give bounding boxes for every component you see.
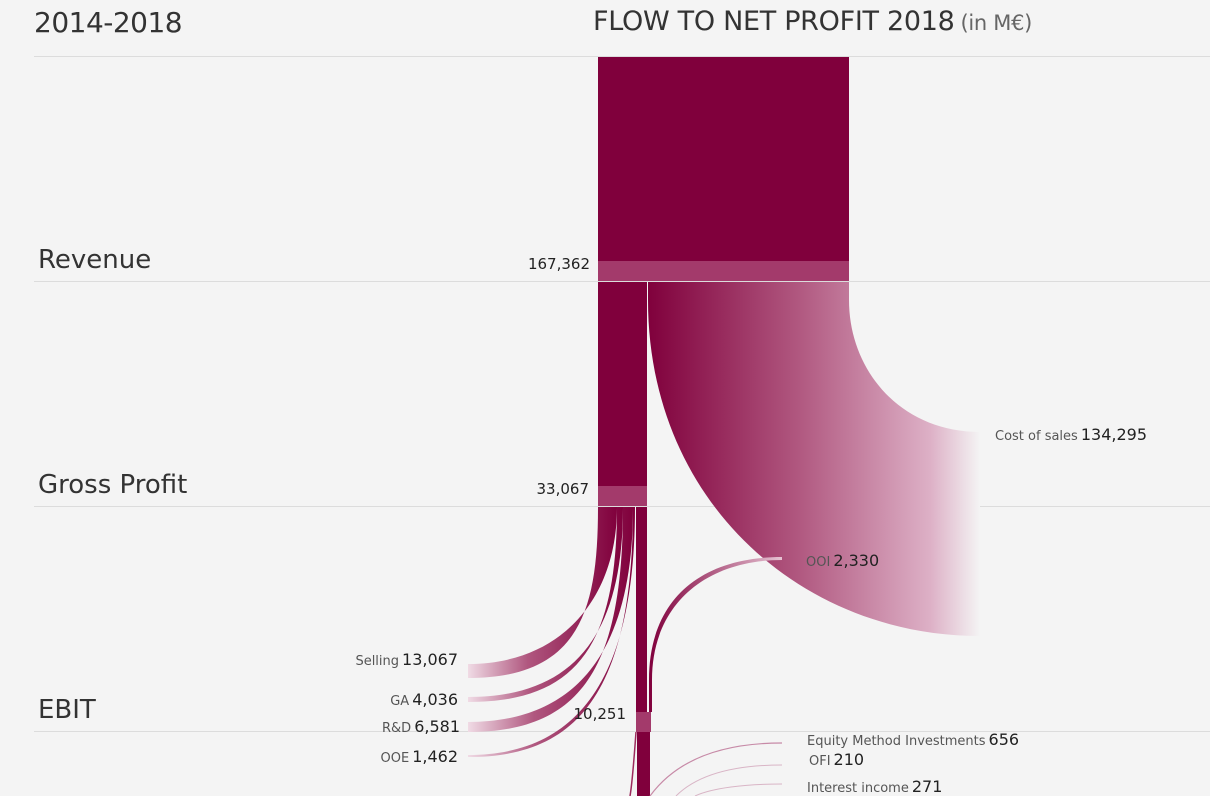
gross-profit-stem [598,282,647,486]
selling-flow [468,507,617,678]
level-gross-profit: Gross Profit [38,470,188,500]
cost-of-sales-name: Cost of sales [995,429,1078,444]
revenue-band [598,261,849,281]
cost-of-sales-value: 134,295 [1080,425,1147,444]
gross-profit-value: 33,067 [536,480,590,498]
equity-value: 656 [988,730,1020,749]
ofi-value: 210 [833,750,865,769]
ga-flow [468,507,623,702]
equity-label: Equity Method Investments 656 [807,730,1019,749]
ebit-band [636,712,651,732]
interest-value: 271 [911,777,943,796]
chart-title-text: FLOW TO NET PROFIT 2018 [593,6,955,37]
rd-name: R&D [382,721,412,736]
rd-value: 6,581 [414,717,460,736]
interest-label: Interest income 271 [807,777,942,796]
ooe-value: 1,462 [412,747,458,766]
ooi-flow [649,557,782,712]
ebit-stem [636,507,647,712]
equity-flow [649,742,783,796]
ga-name: GA [390,694,410,709]
cost-of-sales-flow [648,282,980,636]
cost-of-sales-label: Cost of sales 134,295 [995,425,1147,444]
ga-value: 4,036 [412,690,458,709]
interest-name: Interest income [807,781,909,796]
ooi-value: 2,330 [833,551,880,570]
level-ebit: EBIT [38,695,96,725]
equity-name: Equity Method Investments [807,734,986,749]
rd-label: R&D 6,581 [382,717,460,736]
ooe-label: OOE 1,462 [381,747,459,766]
divider-top [34,56,1210,57]
chart-unit: (in M€) [960,11,1033,35]
ofi-name: OFI [809,754,831,769]
ebit-value: 10,251 [573,705,627,723]
selling-value: 13,067 [402,650,458,669]
ooi-name: OOI [806,555,831,570]
ooi-label: OOI 2,330 [806,551,879,570]
divider-gross-profit [34,506,1210,507]
period-label: 2014-2018 [34,6,183,39]
selling-name: Selling [355,654,400,669]
level-revenue: Revenue [38,245,152,275]
chart-title: FLOW TO NET PROFIT 2018 (in M€) [593,6,1032,37]
gross-profit-band [598,486,647,506]
ooe-lower-line [629,731,637,796]
ofi-flow [675,764,783,796]
ebit-continuation [637,732,650,796]
revenue-node-bar [598,57,849,261]
divider-revenue [34,281,1210,282]
selling-label: Selling 13,067 [355,650,458,669]
divider-ebit [34,731,1210,732]
ooe-name: OOE [380,751,410,766]
ga-label: GA 4,036 [390,690,458,709]
ofi-label: OFI 210 [809,750,864,769]
revenue-value: 167,362 [527,255,590,273]
interest-flow [694,783,783,796]
